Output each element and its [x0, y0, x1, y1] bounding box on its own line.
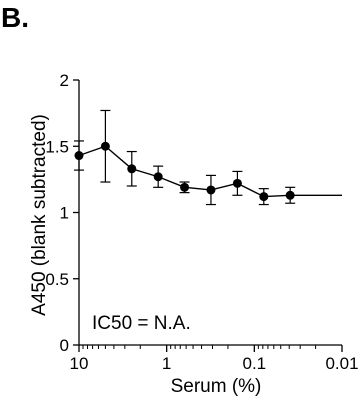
ic50-annotation: IC50 = N.A. — [92, 313, 191, 334]
data-point — [153, 172, 163, 182]
x-axis-ticks: 10 1 0.1 0.01 — [70, 345, 359, 373]
y-tick-label: 1.5 — [45, 137, 69, 156]
data-point — [259, 192, 269, 202]
axes — [78, 80, 342, 346]
data-point — [206, 185, 216, 195]
x-tick-label: 0.01 — [325, 354, 358, 373]
y-tick-label: 0 — [60, 336, 69, 355]
y-tick-label: 0.5 — [45, 270, 69, 289]
y-axis-ticks: 0 0.5 1 1.5 2 — [45, 71, 79, 355]
data-point — [74, 151, 84, 161]
data-point — [285, 190, 295, 200]
x-tick-label: 1 — [162, 354, 171, 373]
panel-label: B. — [1, 2, 29, 33]
data-point — [100, 141, 110, 151]
y-tick-label: 1 — [60, 204, 69, 223]
y-tick-label: 2 — [60, 71, 69, 90]
data-marks — [74, 109, 342, 206]
y-axis-label: A450 (blank subtracted) — [29, 114, 50, 316]
x-tick-label: 10 — [70, 354, 89, 373]
data-point — [180, 182, 190, 192]
data-point — [232, 178, 242, 188]
x-tick-label: 0.1 — [243, 354, 267, 373]
x-axis-label: Serum (%) — [171, 376, 262, 397]
data-point — [127, 164, 137, 174]
